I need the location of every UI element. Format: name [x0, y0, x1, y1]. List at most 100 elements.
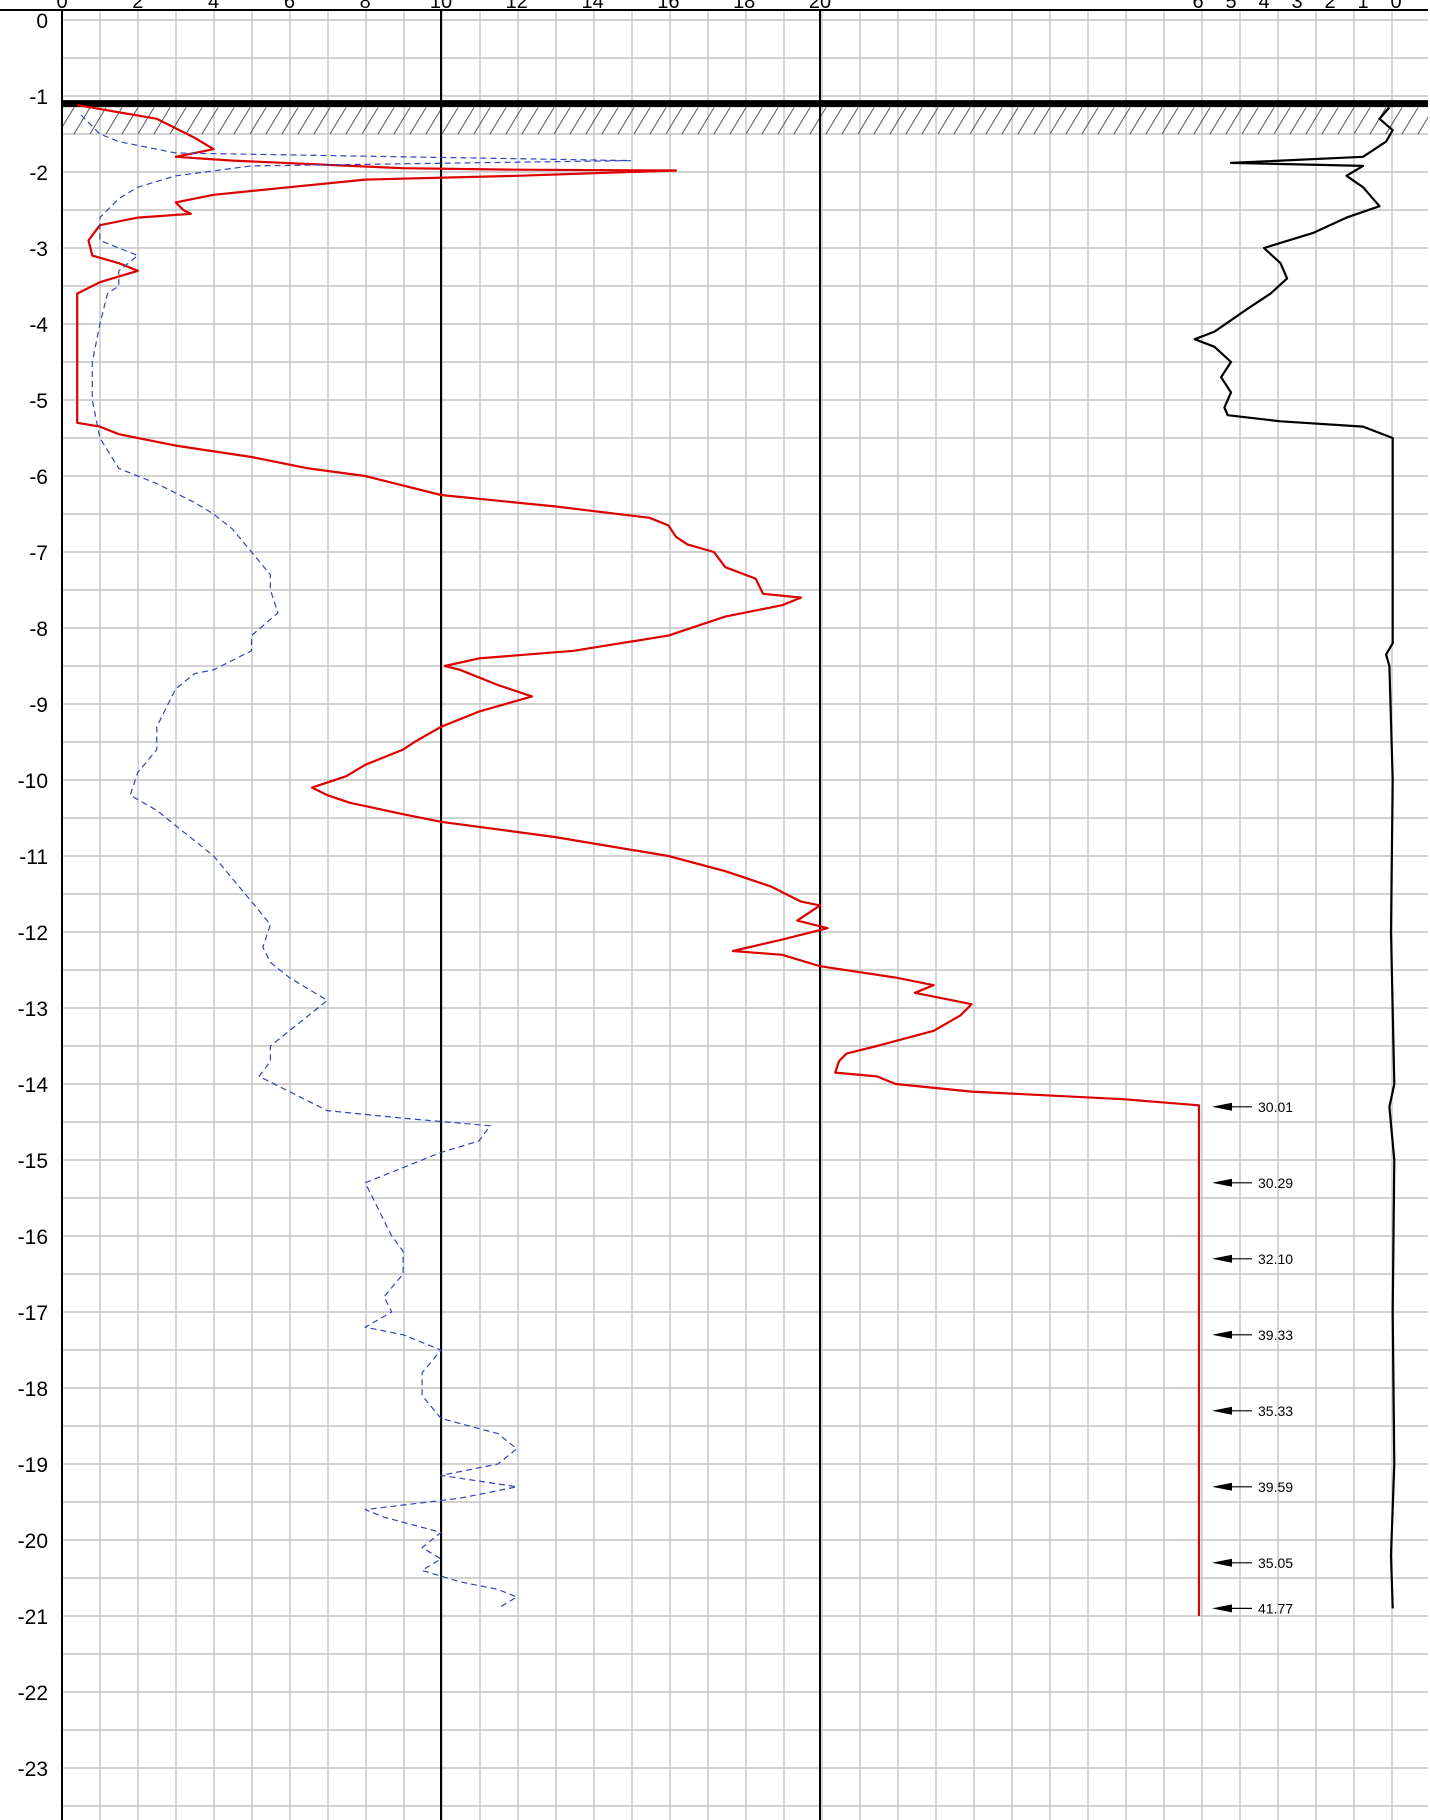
- hatch-stroke: [1241, 107, 1259, 135]
- depth-tick-label: -6: [29, 466, 48, 489]
- annotation-arrow: [1212, 1330, 1232, 1339]
- hatch-stroke: [409, 107, 427, 135]
- hatch-stroke: [777, 107, 795, 135]
- hatch-stroke: [489, 107, 507, 135]
- hatch-stroke: [361, 107, 379, 135]
- depth-tick-label: -10: [18, 770, 48, 793]
- hatch-stroke: [1049, 107, 1067, 135]
- hatch-stroke: [73, 107, 91, 135]
- hatch-stroke: [1289, 107, 1307, 135]
- hatch-stroke: [1225, 107, 1243, 135]
- hatch-stroke: [521, 107, 539, 135]
- hatch-stroke: [1033, 107, 1051, 135]
- hatch-stroke: [1193, 107, 1211, 135]
- annotation-label: 41.77: [1258, 1600, 1293, 1616]
- depth-tick-label: -23: [18, 1758, 48, 1781]
- hatch-stroke: [425, 107, 443, 135]
- annotation-label: 39.59: [1258, 1479, 1293, 1495]
- left-axis-tick-label: 0: [56, 0, 67, 13]
- hatch-stroke: [185, 107, 203, 135]
- hatch-stroke: [313, 107, 331, 135]
- hatch-stroke: [1321, 107, 1339, 135]
- depth-tick-label: -22: [18, 1682, 48, 1705]
- depth-tick-label: -13: [18, 998, 48, 1021]
- hatch-stroke: [809, 107, 827, 135]
- grid: [61, 10, 1428, 1820]
- hatch-stroke: [665, 107, 683, 135]
- depth-tick-label: -11: [19, 846, 48, 869]
- left-axis-tick-label: 4: [208, 0, 219, 13]
- hatch-stroke: [745, 107, 763, 135]
- hatch-stroke: [617, 107, 635, 135]
- annotation-label: 35.33: [1258, 1403, 1293, 1419]
- depth-tick-label: -21: [18, 1606, 48, 1629]
- depth-tick-label: -12: [18, 922, 48, 945]
- annotation-arrow: [1212, 1178, 1232, 1187]
- left-axis-tick-label: 14: [581, 0, 603, 13]
- hatch-stroke: [249, 107, 267, 135]
- hatch-stroke: [1097, 107, 1115, 135]
- hatch-stroke: [825, 107, 843, 135]
- annotation-label: 39.33: [1258, 1327, 1293, 1343]
- annotation-label: 35.05: [1258, 1555, 1293, 1571]
- hatch-stroke: [633, 107, 651, 135]
- series-line-1: [76, 104, 1201, 1616]
- annotation-label: 30.29: [1258, 1175, 1293, 1191]
- hatch-stroke: [265, 107, 283, 135]
- hatch-stroke: [585, 107, 603, 135]
- hatch-stroke: [905, 107, 923, 135]
- hatch-stroke: [233, 107, 251, 135]
- hatch-stroke: [953, 107, 971, 135]
- hatch-stroke: [921, 107, 939, 135]
- hatch-stroke: [649, 107, 667, 135]
- depth-tick-label: -18: [18, 1378, 48, 1401]
- depth-tick-label: -15: [18, 1150, 48, 1173]
- hatch-stroke: [857, 107, 875, 135]
- annotation-label: 30.01: [1258, 1099, 1293, 1115]
- right-axis-tick-label: 5: [1225, 0, 1236, 13]
- hatch-stroke: [281, 107, 299, 135]
- hatch-stroke: [393, 107, 411, 135]
- hatch-stroke: [873, 107, 891, 135]
- annotation-arrow: [1212, 1482, 1232, 1491]
- annotation-label: 32.10: [1258, 1251, 1293, 1267]
- left-axis-tick-label: 2: [132, 0, 143, 13]
- hatch-stroke: [713, 107, 731, 135]
- depth-tick-label: -19: [18, 1454, 48, 1477]
- hatch-stroke: [1065, 107, 1083, 135]
- left-axis-tick-label: 18: [733, 0, 755, 13]
- hatch-mask: [1428, 77, 1430, 138]
- hatch-mask: [0, 77, 62, 138]
- hatch-stroke: [985, 107, 1003, 135]
- hatch-stroke: [473, 107, 491, 135]
- ground-hatch: [0, 77, 1430, 138]
- right-axis-tick-label: 6: [1192, 0, 1203, 13]
- hatch-stroke: [537, 107, 555, 135]
- left-axis-tick-label: 20: [809, 0, 831, 13]
- left-axis-tick-label: 12: [506, 0, 528, 13]
- hatch-stroke: [1401, 107, 1419, 135]
- hatch-stroke: [89, 107, 107, 135]
- left-axis-tick-label: 16: [657, 0, 679, 13]
- hatch-stroke: [969, 107, 987, 135]
- right-axis-tick-label: 4: [1258, 0, 1269, 13]
- annotation-arrow: [1212, 1406, 1232, 1415]
- depth-tick-label: -8: [29, 618, 48, 641]
- hatch-stroke: [793, 107, 811, 135]
- hatch-stroke: [841, 107, 859, 135]
- depth-tick-label: -20: [18, 1530, 48, 1553]
- depth-tick-label: -5: [29, 390, 48, 413]
- axes: [0, 9, 1428, 1820]
- hatch-stroke: [889, 107, 907, 135]
- hatch-stroke: [505, 107, 523, 135]
- hatch-stroke: [1385, 107, 1403, 135]
- hatch-stroke: [1161, 107, 1179, 135]
- hatch-stroke: [1145, 107, 1163, 135]
- depth-tick-label: -7: [29, 542, 48, 565]
- right-axis-tick-label: 2: [1324, 0, 1335, 13]
- hatch-stroke: [1209, 107, 1227, 135]
- series-layer: [76, 104, 1396, 1616]
- hatch-stroke: [1081, 107, 1099, 135]
- annotation-arrow: [1212, 1254, 1232, 1263]
